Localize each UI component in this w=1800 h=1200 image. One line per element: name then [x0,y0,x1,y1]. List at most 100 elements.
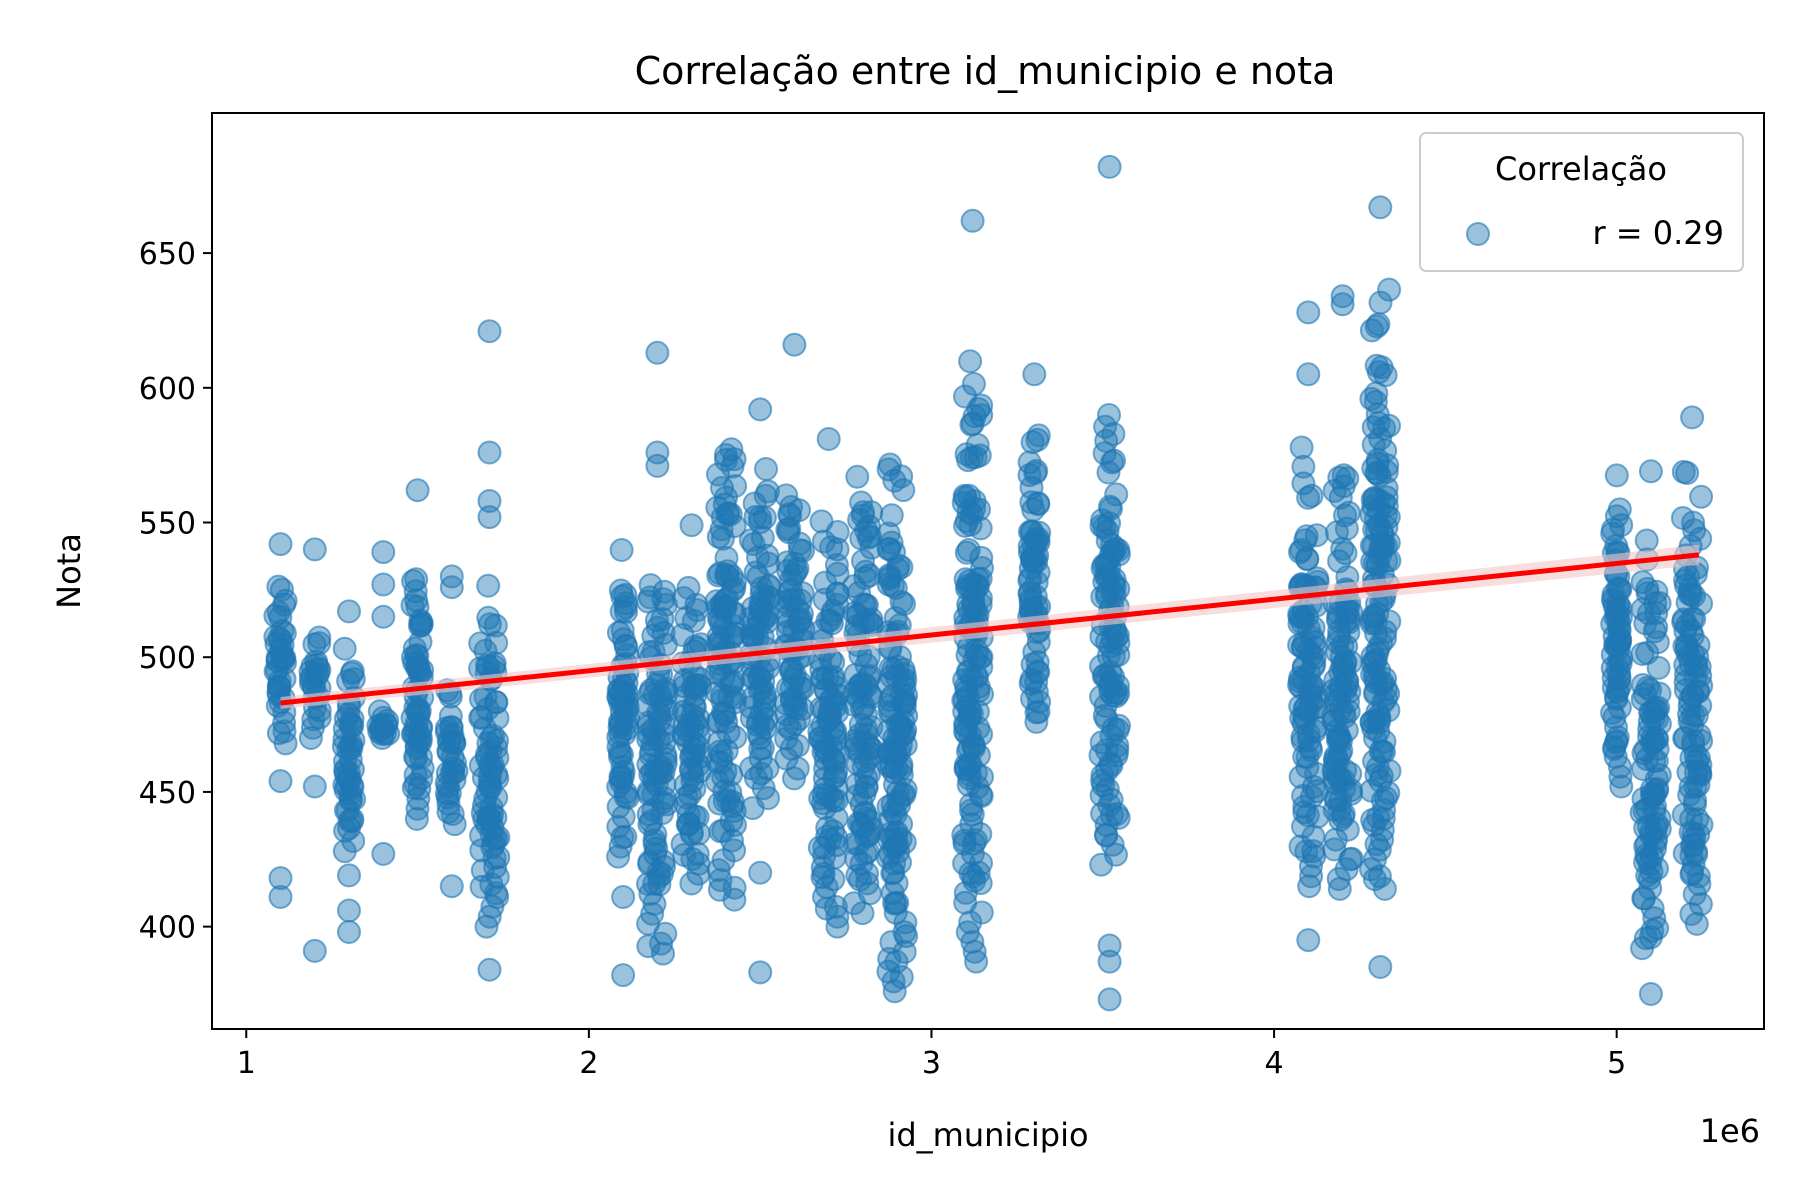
data-point [747,505,772,530]
data-point [1633,611,1658,636]
data-point [773,589,798,614]
data-point [1100,627,1125,652]
data-point [1374,485,1399,510]
data-point [969,545,994,570]
data-point [477,319,502,344]
data-point [376,721,401,746]
data-point [957,706,982,731]
data-point [810,666,835,691]
data-point [960,208,985,233]
data-point [848,867,872,892]
data-point [706,524,731,549]
data-point [675,812,700,837]
data-point [468,705,493,730]
data-point [375,708,400,733]
data-point [611,885,636,909]
data-point [748,397,773,422]
data-point [1020,652,1045,677]
data-point [437,781,462,806]
data-point [1024,700,1049,725]
data-point [713,443,738,467]
data-point [1327,796,1352,821]
data-point [782,562,807,587]
data-point [1331,474,1356,499]
data-point [476,573,501,598]
data-point [967,497,991,522]
y-tick-label: 500 [139,641,196,676]
data-point [748,860,773,885]
data-point [1368,290,1393,315]
data-point [645,340,670,365]
x-axis-label: id_municipio [887,1116,1088,1154]
data-point [1295,604,1320,629]
data-point [1638,459,1663,484]
data-point [1673,670,1698,695]
chart-title: Correlação entre id_municipio e nota [635,49,1336,93]
data-point [371,572,396,597]
data-point [645,440,670,465]
data-point [608,766,633,791]
data-point [645,453,670,478]
data-point [877,699,902,724]
data-point [371,604,396,629]
data-point [720,454,745,479]
data-point [1026,491,1051,516]
data-point [1368,955,1393,979]
data-point [1097,403,1121,427]
data-point [268,885,293,909]
data-point [1097,987,1122,1012]
data-point [883,821,908,846]
data-point [403,744,428,769]
data-point [649,755,674,779]
data-point [953,890,978,915]
data-point [266,600,291,625]
data-point [642,828,667,853]
data-point [722,570,747,595]
data-point [963,828,988,853]
data-point [1369,355,1394,380]
data-point [964,949,989,974]
data-point [825,904,850,929]
data-point [468,631,493,656]
data-point [962,647,987,672]
data-point [339,714,364,739]
data-point [1377,413,1401,438]
data-point [1100,450,1124,475]
legend-entry-label: r = 0.29 [1592,214,1724,252]
data-point [611,963,636,988]
data-point [614,599,638,624]
data-point [337,920,361,944]
data-point [1630,570,1655,595]
x-tick-label: 4 [1265,1046,1284,1081]
data-point [680,847,705,871]
data-point [790,538,815,563]
data-point [707,877,732,902]
x-axis: 1 2 3 4 5 [237,1029,1626,1081]
data-point [304,653,329,678]
data-point [738,528,763,553]
data-point [1671,459,1696,484]
data-point [881,760,906,785]
data-point [1369,518,1394,543]
data-point [746,721,771,746]
data-point [1681,510,1706,535]
data-point [1299,483,1324,508]
legend-marker [1466,222,1490,246]
data-point [266,574,291,599]
data-point [1683,774,1708,799]
data-point [746,564,771,589]
data-point [1685,807,1710,832]
data-point [609,538,634,562]
data-point [680,716,705,741]
data-point [824,553,849,577]
data-point [1019,520,1044,545]
data-point [891,691,916,716]
data-point [1296,300,1321,325]
data-point [1608,577,1633,602]
data-point [723,725,748,750]
data-point [1633,737,1658,762]
data-point [650,790,675,815]
data-point [1364,832,1389,857]
data-point [883,741,908,766]
x-tick-label: 3 [922,1046,941,1081]
